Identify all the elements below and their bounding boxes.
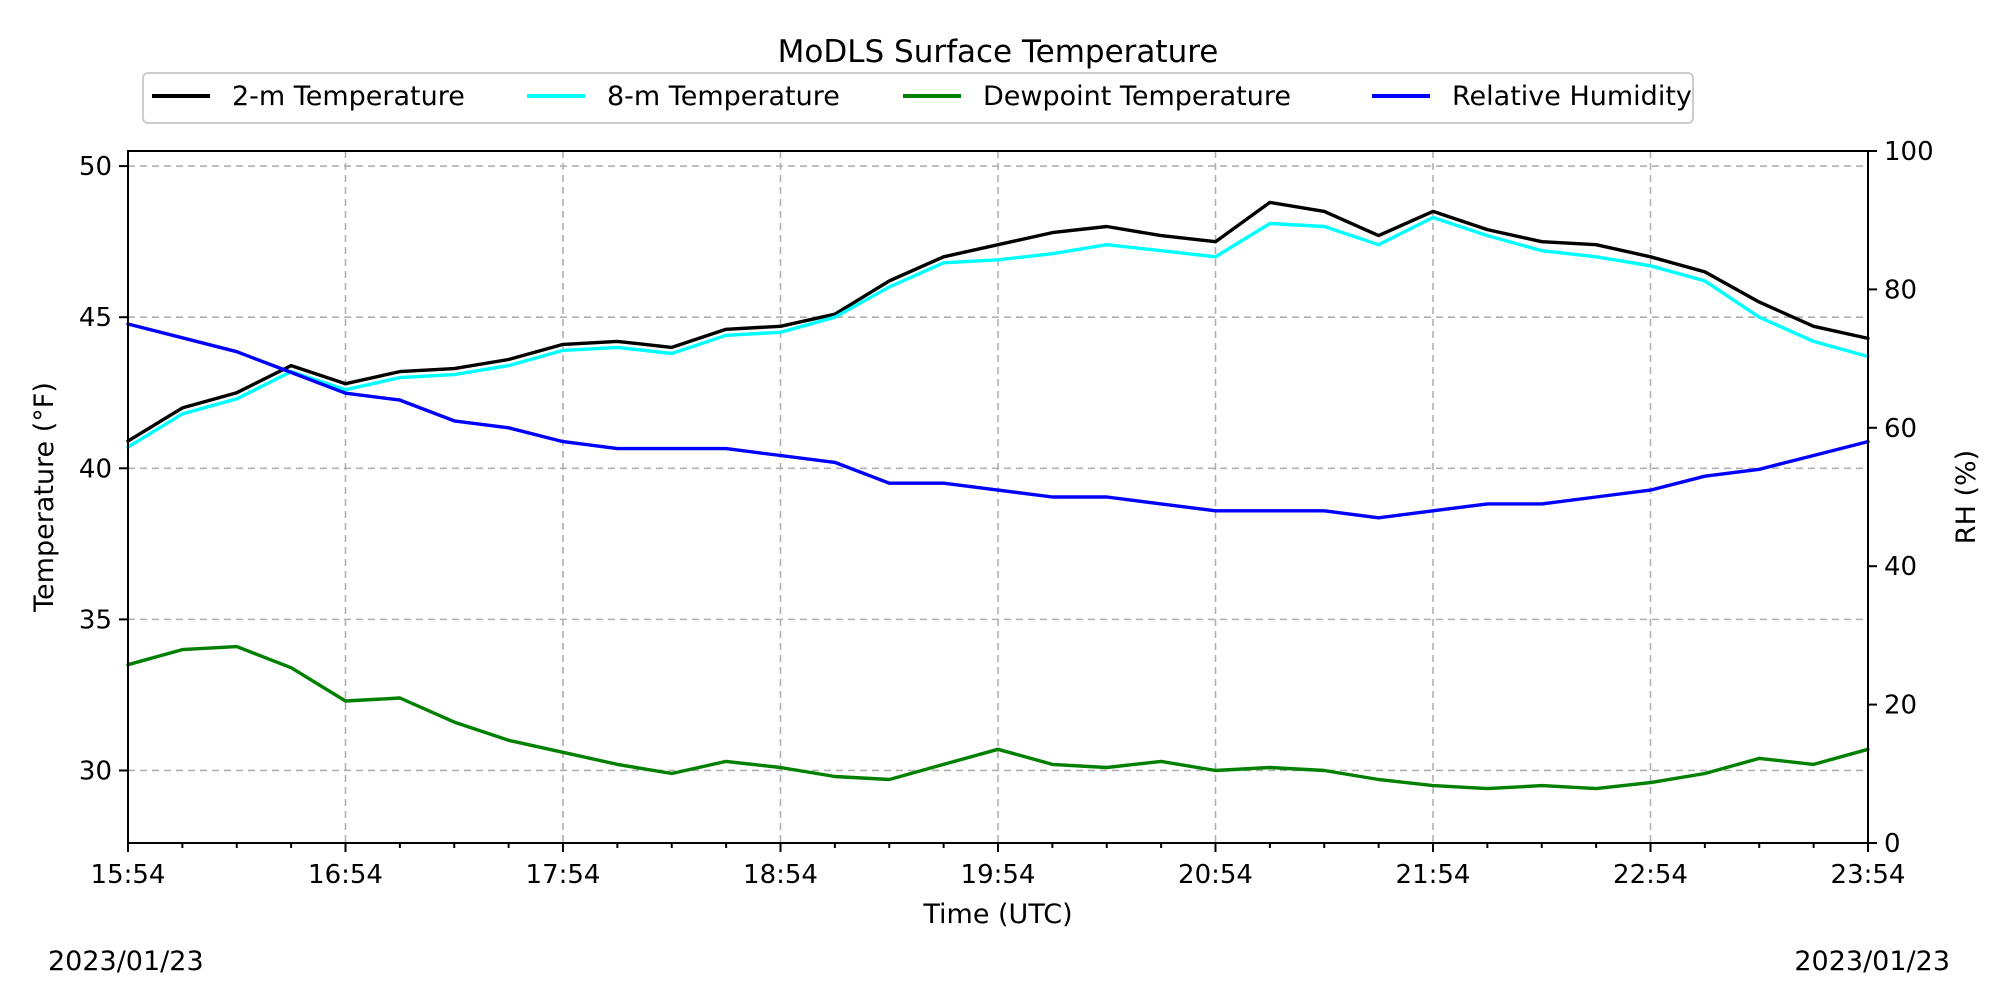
legend-label-relative-humidity: Relative Humidity	[1452, 81, 1692, 112]
x-tick-label: 19:54	[961, 860, 1036, 890]
chart-title: MoDLS Surface Temperature	[778, 34, 1219, 70]
series-line-relative-humidity	[126, 322, 1870, 520]
x-tick-label: 23:54	[1831, 860, 1906, 890]
series-line-2-m-temperature	[126, 200, 1870, 443]
y-tick-label: 35	[79, 605, 112, 635]
y2-tick-label: 0	[1884, 829, 1901, 859]
y-axis-label: Temperature (°F)	[29, 382, 60, 613]
y2-tick-label: 80	[1884, 275, 1917, 305]
series-line-8-m-temperature	[126, 215, 1870, 449]
axes: 15:54 16:54 17:54 18:54 19:54 20:54 21:54 22:54…	[79, 137, 1934, 890]
y2-tick-label: 60	[1884, 414, 1917, 444]
series-line-dewpoint-temperature	[126, 644, 1870, 791]
legend-label-2-m-temperature: 2-m Temperature	[232, 81, 465, 112]
y-tick-label: 30	[79, 756, 112, 786]
x-tick-label: 21:54	[1396, 860, 1471, 890]
series-layer	[126, 200, 1870, 791]
x-tick-label: 16:54	[308, 860, 383, 890]
x-tick-label: 17:54	[526, 860, 601, 890]
legend: 2-m Temperature 8-m Temperature Dewpoint T…	[142, 72, 1694, 124]
y2-tick-label: 100	[1884, 137, 1934, 167]
legend-label-dewpoint-temperature: Dewpoint Temperature	[983, 81, 1291, 112]
end-date-label: 2023/01/23	[1794, 946, 1950, 977]
y2-axis-label: RH (%)	[1951, 450, 1982, 544]
x-tick-label: 15:54	[91, 860, 166, 890]
start-date-label: 2023/01/23	[48, 946, 204, 977]
x-tick-label: 18:54	[743, 860, 818, 890]
y2-tick-label: 20	[1884, 691, 1917, 721]
x-axis-label: Time (UTC)	[922, 899, 1072, 930]
grid-lines	[128, 151, 1868, 843]
y-tick-label: 45	[79, 303, 112, 333]
y-tick-label: 50	[79, 152, 112, 182]
legend-label-8-m-temperature: 8-m Temperature	[607, 81, 840, 112]
x-tick-label: 20:54	[1178, 860, 1253, 890]
x-tick-label: 22:54	[1613, 860, 1688, 890]
y-tick-label: 40	[79, 454, 112, 484]
y2-tick-label: 40	[1884, 552, 1917, 582]
